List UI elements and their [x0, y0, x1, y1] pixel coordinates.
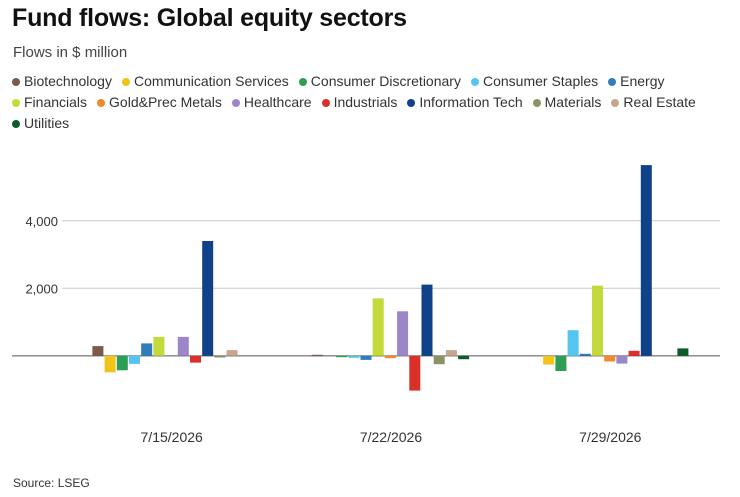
bar-energy-7-22-2026 — [360, 355, 372, 360]
chart-legend: Biotechnology Communication Services Consu… — [12, 73, 702, 132]
legend-swatch — [231, 98, 240, 107]
bar-biotechnology-7-15-2026 — [92, 346, 104, 356]
bar-gold-prec-metals-7-29-2026 — [604, 355, 616, 362]
y-tick-label: 4,000 — [25, 214, 58, 229]
legend-item-energy: Energy — [608, 73, 665, 90]
legend-swatch — [608, 77, 617, 86]
legend-label: Consumer Discretionary — [310, 73, 461, 89]
bar-utilities-7-29-2026 — [677, 348, 689, 356]
bar-communication-services-7-29-2026 — [543, 355, 555, 365]
bar-materials-7-22-2026 — [433, 355, 445, 365]
bar-industrials-7-29-2026 — [628, 350, 640, 356]
legend-swatch — [532, 98, 541, 107]
legend-item-biotechnology: Biotechnology — [12, 73, 112, 90]
legend-label: Energy — [620, 73, 665, 89]
legend-label: Real Estate — [623, 94, 696, 110]
bar-information-tech-7-15-2026 — [202, 241, 214, 356]
bar-consumer-discretionary-7-29-2026 — [555, 355, 567, 371]
y-tick-label: 2,000 — [25, 281, 58, 296]
bar-gold-prec-metals-7-22-2026 — [384, 355, 396, 359]
legend-item-consumer-staples: Consumer Staples — [470, 73, 599, 90]
legend-label: Information Tech — [419, 94, 523, 110]
bar-energy-7-15-2026 — [141, 343, 153, 356]
bar-real-estate-7-22-2026 — [445, 350, 457, 356]
legend-item-consumer-discretionary: Consumer Discretionary — [298, 73, 461, 90]
bar-consumer-discretionary-7-15-2026 — [116, 355, 128, 371]
bar-chart: 2,000 4,000 7/15/2026 7/22/2026 7/29/2026 — [12, 165, 720, 445]
legend-label: Healthcare — [243, 94, 312, 110]
bar-consumer-staples-7-29-2026 — [567, 330, 579, 356]
legend-label: Consumer Staples — [482, 73, 599, 89]
legend-label: Materials — [544, 94, 602, 110]
x-tick-label: 7/22/2026 — [360, 429, 422, 445]
bar-utilities-7-22-2026 — [458, 355, 470, 360]
bar-consumer-discretionary-7-22-2026 — [336, 355, 348, 358]
legend-item-industrials: Industrials — [321, 94, 398, 111]
bar-healthcare-7-15-2026 — [177, 336, 189, 356]
source-note: Source: LSEG — [13, 476, 90, 490]
legend-item-utilities: Utilities — [12, 115, 69, 132]
legend-swatch — [97, 98, 106, 107]
legend-swatch — [298, 77, 307, 86]
bar-healthcare-7-22-2026 — [397, 311, 409, 356]
bar-industrials-7-22-2026 — [409, 355, 421, 391]
legend-label: Biotechnology — [24, 73, 112, 89]
legend-label: Financials — [24, 94, 88, 110]
bar-information-tech-7-22-2026 — [421, 284, 433, 356]
legend-item-gold-prec-metals: Gold&Prec Metals — [97, 94, 222, 111]
bar-consumer-staples-7-22-2026 — [348, 355, 360, 358]
bar-financials-7-22-2026 — [372, 298, 384, 356]
legend-swatch — [611, 98, 620, 107]
bar-consumer-staples-7-15-2026 — [129, 355, 140, 364]
legend-item-financials: Financials — [12, 94, 87, 111]
legend-item-communication-services: Communication Services — [121, 73, 289, 90]
bar-financials-7-29-2026 — [592, 285, 603, 356]
bar-healthcare-7-29-2026 — [616, 355, 628, 364]
bar-real-estate-7-15-2026 — [226, 350, 238, 356]
legend-swatch — [321, 98, 330, 107]
legend-swatch — [121, 77, 130, 86]
bar-communication-services-7-15-2026 — [104, 355, 116, 373]
legend-item-materials: Materials — [532, 94, 602, 111]
legend-swatch — [12, 77, 20, 86]
x-tick-label: 7/15/2026 — [141, 429, 203, 445]
x-tick-label: 7/29/2026 — [579, 429, 641, 445]
legend-item-information-tech: Information Tech — [407, 94, 523, 111]
legend-swatch — [12, 98, 20, 107]
legend-label: Gold&Prec Metals — [109, 94, 222, 110]
legend-label: Industrials — [333, 94, 398, 110]
chart-title: Fund flows: Global equity sectors — [12, 4, 407, 32]
bar-financials-7-15-2026 — [153, 336, 165, 356]
bar-biotechnology-7-22-2026 — [311, 354, 323, 356]
legend-item-real-estate: Real Estate — [611, 94, 696, 111]
bar-industrials-7-15-2026 — [190, 355, 201, 363]
legend-swatch — [407, 98, 416, 107]
legend-swatch — [470, 77, 479, 86]
bar-energy-7-29-2026 — [579, 353, 591, 356]
legend-swatch — [12, 119, 20, 128]
legend-label: Communication Services — [133, 73, 289, 89]
legend-item-healthcare: Healthcare — [231, 94, 312, 111]
bar-information-tech-7-29-2026 — [640, 165, 652, 356]
bar-materials-7-15-2026 — [214, 355, 226, 358]
chart-subtitle: Flows in $ million — [13, 44, 128, 61]
legend-label: Utilities — [24, 115, 70, 131]
